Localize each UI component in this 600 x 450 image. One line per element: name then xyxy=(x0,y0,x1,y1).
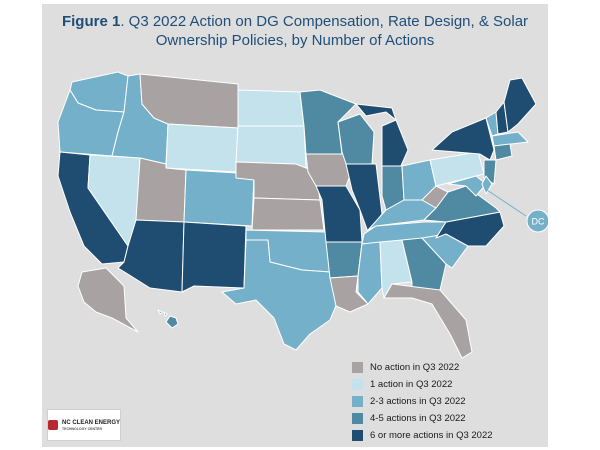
nc-clean-energy-logo: NC CLEAN ENERGY TECHNOLOGY CENTER xyxy=(47,409,121,441)
state-AR[interactable] xyxy=(325,241,363,279)
figure-label: Figure 1 xyxy=(61,13,121,30)
figure-title: Figure 1. Q3 2022 Action on DG Compensat… xyxy=(42,12,548,50)
state-NM[interactable] xyxy=(181,221,247,293)
legend-item: 4-5 actions in Q3 2022 xyxy=(352,410,493,427)
legend-item: 6 or more actions in Q3 2022 xyxy=(352,427,493,444)
legend-swatch xyxy=(352,379,363,390)
logo-mark-icon xyxy=(48,420,58,430)
state-WV[interactable] xyxy=(421,185,449,209)
dc-label: DC xyxy=(532,217,545,227)
legend-label: 1 action in Q3 2022 xyxy=(370,379,453,390)
state-FL[interactable] xyxy=(383,283,473,359)
state-AK[interactable] xyxy=(77,267,139,333)
legend-item: 1 action in Q3 2022 xyxy=(352,376,493,393)
us-map: DC xyxy=(57,71,548,359)
state-WY[interactable] xyxy=(165,123,239,173)
dc-leader-line xyxy=(483,187,527,217)
legend-swatch xyxy=(352,413,363,424)
state-WI[interactable] xyxy=(337,113,375,165)
state-CT[interactable] xyxy=(493,143,513,161)
legend-swatch xyxy=(352,362,363,373)
state-DC[interactable] xyxy=(526,209,548,233)
state-HI[interactable] xyxy=(157,309,179,329)
legend-label: No action in Q3 2022 xyxy=(370,362,460,373)
legend-item: 2-3 actions in Q3 2022 xyxy=(352,393,493,410)
legend-swatch xyxy=(352,396,363,407)
legend-item: No action in Q3 2022 xyxy=(352,359,493,376)
logo-text: NC CLEAN ENERGY TECHNOLOGY CENTER xyxy=(62,420,120,431)
legend: No action in Q3 2022 1 action in Q3 2022… xyxy=(352,359,493,444)
state-ND[interactable] xyxy=(237,89,305,127)
state-NY[interactable] xyxy=(431,117,495,161)
state-DE[interactable] xyxy=(481,175,493,195)
logo-name: NC CLEAN ENERGY xyxy=(62,419,121,426)
state-MD[interactable] xyxy=(447,175,487,197)
state-ME[interactable] xyxy=(503,77,537,133)
state-MA[interactable] xyxy=(491,131,529,147)
state-MS[interactable] xyxy=(357,241,383,305)
legend-swatch xyxy=(352,430,363,441)
state-KS[interactable] xyxy=(251,197,325,231)
legend-label: 4-5 actions in Q3 2022 xyxy=(370,413,466,424)
state-MI[interactable] xyxy=(355,103,409,169)
legend-label: 2-3 actions in Q3 2022 xyxy=(370,396,466,407)
legend-label: 6 or more actions in Q3 2022 xyxy=(370,430,493,441)
logo-subtitle: TECHNOLOGY CENTER xyxy=(62,426,102,431)
figure-title-text: . Q3 2022 Action on DG Compensation, Rat… xyxy=(120,13,529,49)
state-TX[interactable] xyxy=(221,239,341,351)
state-SD[interactable] xyxy=(235,125,307,169)
